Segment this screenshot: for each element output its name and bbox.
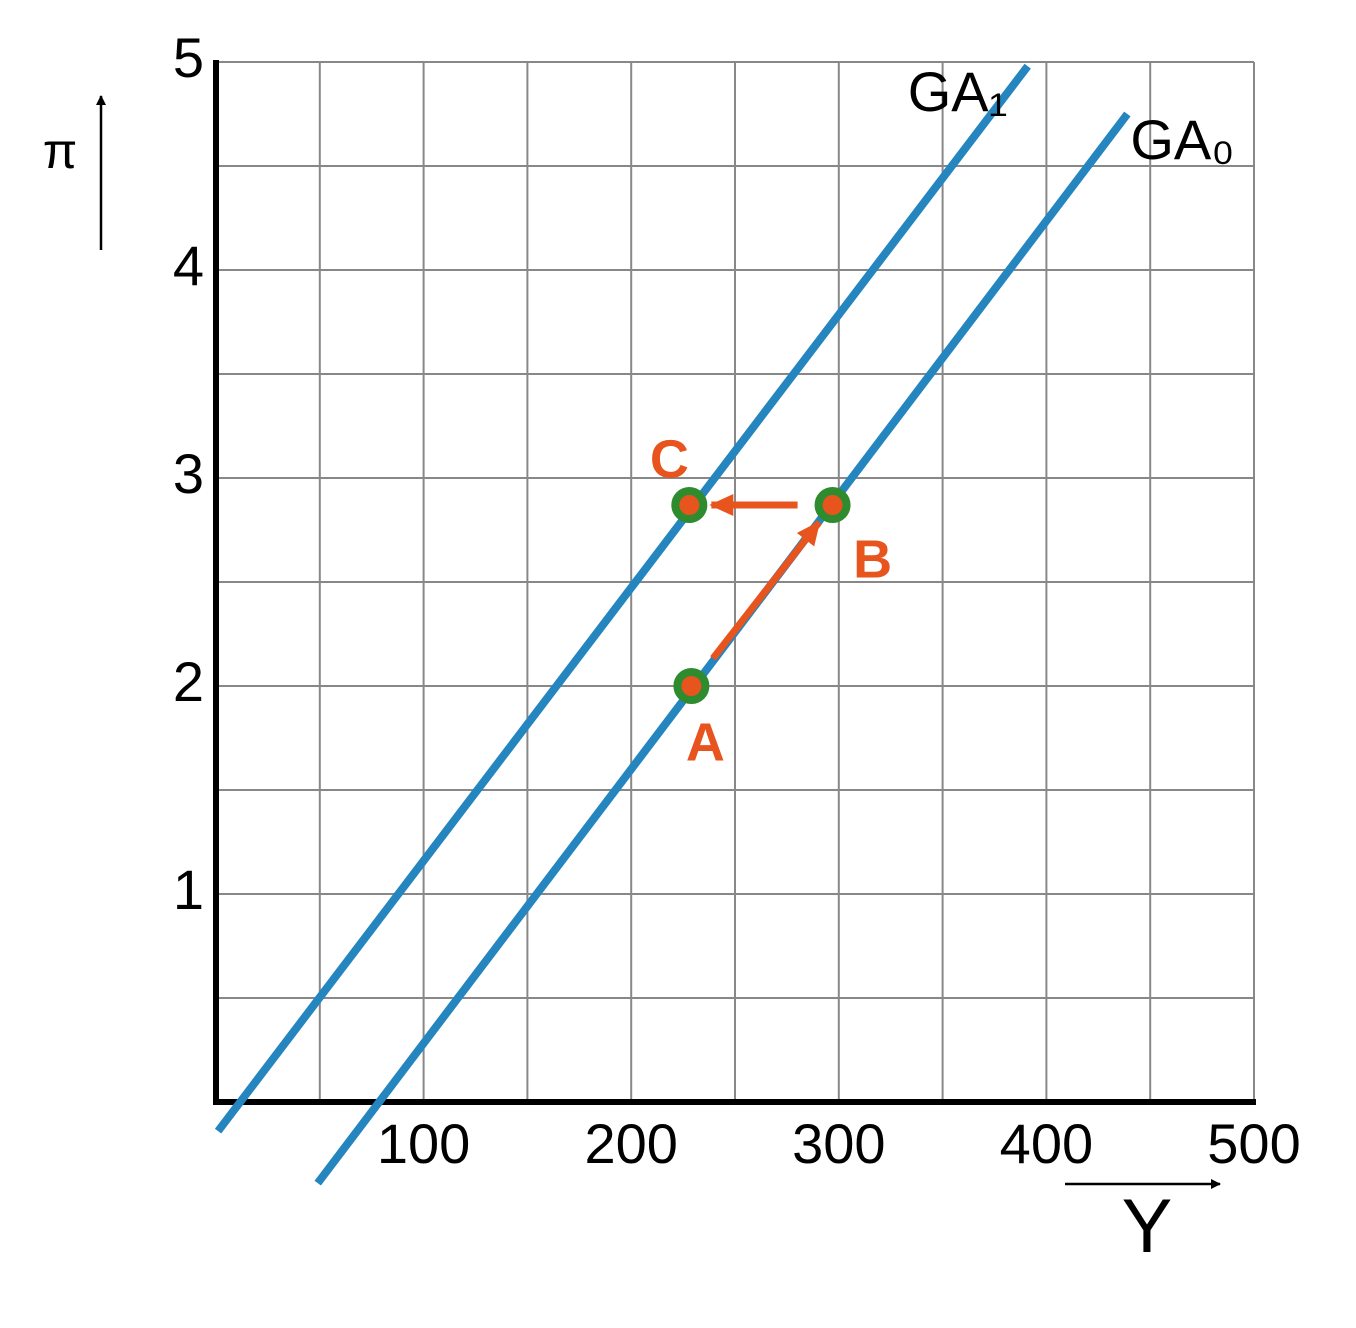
x-tick-label: 100 xyxy=(377,1112,470,1175)
y-tick-label: 4 xyxy=(173,234,204,297)
point-ring xyxy=(814,487,851,524)
arrow xyxy=(710,520,822,661)
y-tick-label: 3 xyxy=(173,442,204,505)
x-tick-label: 500 xyxy=(1207,1112,1300,1175)
line-label: GA₀ xyxy=(1130,108,1234,171)
y-tick-label: 1 xyxy=(173,858,204,921)
y-tick-label: 5 xyxy=(173,26,204,89)
line-label: GA₁ xyxy=(908,60,1008,123)
x-tick-label: 400 xyxy=(1000,1112,1093,1175)
line xyxy=(214,63,1031,1134)
x-axis-label: Y xyxy=(1122,1184,1173,1269)
y-axis-label: π xyxy=(43,123,78,179)
point-label: B xyxy=(853,529,892,589)
x-tick-label: 300 xyxy=(792,1112,885,1175)
x-tick-label: 200 xyxy=(584,1112,677,1175)
point-ring xyxy=(671,487,708,524)
point-label: C xyxy=(650,429,689,489)
point-ring xyxy=(673,668,710,704)
point-label: A xyxy=(686,712,725,772)
y-tick-label: 2 xyxy=(173,650,204,713)
